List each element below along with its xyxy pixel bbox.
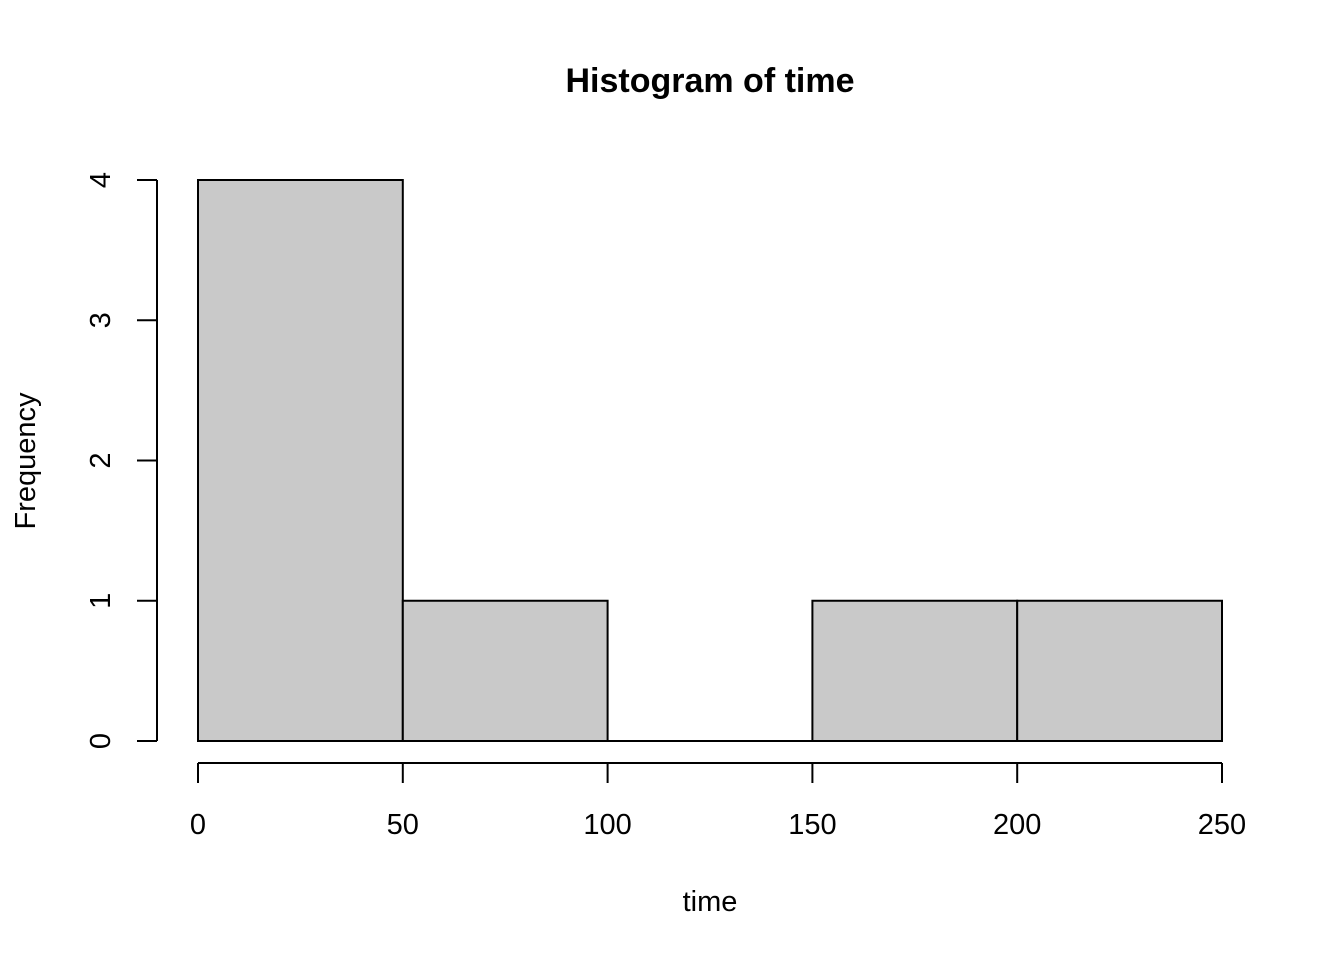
x-axis: 0 50 100 150 200 250 xyxy=(190,762,1246,841)
x-tick-label: 200 xyxy=(993,809,1041,841)
histogram-bar-3 xyxy=(811,599,1019,742)
x-tick-label: 0 xyxy=(190,809,206,841)
y-tick-label: 2 xyxy=(85,452,117,468)
x-axis-label: time xyxy=(683,886,738,918)
histogram-bar-4 xyxy=(1016,599,1224,742)
chart-title: Histogram of time xyxy=(565,62,854,100)
histogram-bar-0 xyxy=(197,179,404,742)
x-tick-label: 100 xyxy=(583,809,631,841)
x-tick-label: 50 xyxy=(387,809,419,841)
y-axis: 0 1 2 3 4 xyxy=(85,172,158,749)
x-tick-label: 250 xyxy=(1198,809,1246,841)
bars-group xyxy=(197,179,1224,742)
histogram-bar-1 xyxy=(401,599,609,742)
y-tick-label: 4 xyxy=(85,172,117,188)
x-tick-label: 150 xyxy=(788,809,836,841)
y-tick-label: 3 xyxy=(85,312,117,328)
y-tick-label: 0 xyxy=(85,733,117,749)
y-axis-label: Frequency xyxy=(10,392,42,530)
y-tick-label: 1 xyxy=(85,593,117,609)
